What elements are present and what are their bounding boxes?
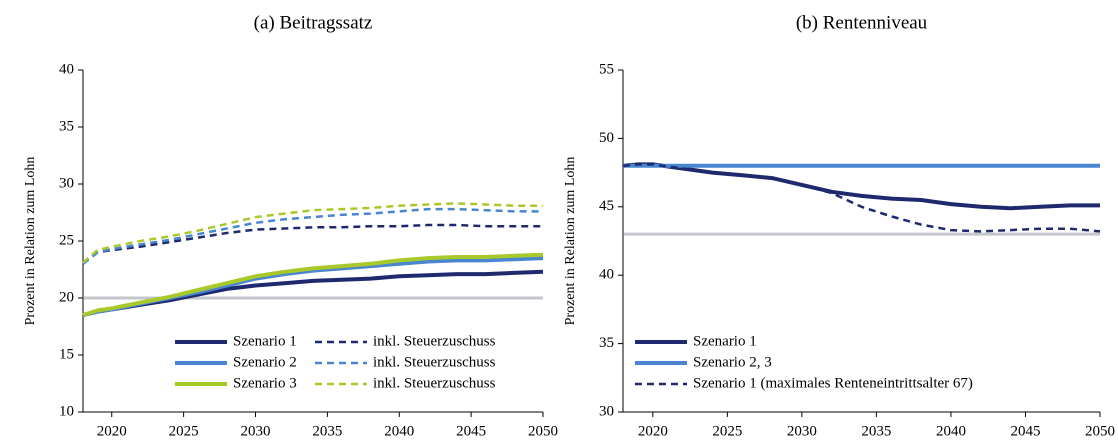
x-tick-label: 2050 [528,423,558,439]
x-tick-label: 2020 [638,423,668,439]
y-tick-label: 40 [59,61,74,77]
y-tick-label: 50 [599,130,614,146]
legend-label: Szenario 1 [693,333,757,349]
x-tick-label: 2045 [1010,423,1040,439]
x-tick-label: 2030 [787,423,817,439]
x-tick-label: 2040 [936,423,966,439]
legend-label: Szenario 2 [233,354,297,370]
series-line [82,223,543,265]
y-tick-label: 35 [59,118,74,134]
y-tick-label: 55 [599,61,614,77]
legend-label: Szenario 2, 3 [693,354,772,370]
x-tick-label: 2035 [312,423,342,439]
legend-label: Szenario 1 [233,333,297,349]
chart-title: (a) Beitragssatz [254,12,373,33]
series-line [82,252,544,318]
legend-label: Szenario 3 [233,375,297,391]
series-line [82,269,544,318]
x-tick-label: 2045 [456,423,486,439]
y-tick-label: 45 [599,198,614,214]
x-tick-label: 2035 [861,423,891,439]
x-tick-label: 2040 [384,423,414,439]
y-tick-label: 40 [599,267,614,283]
legend-label: inkl. Steuerzuschuss [373,333,496,349]
x-tick-label: 2025 [712,423,742,439]
series-line [622,163,1101,233]
x-tick-label: 2025 [169,423,199,439]
y-axis-label: Prozent in Relation zum Lohn [563,157,578,326]
x-tick-label: 2030 [241,423,271,439]
y-tick-label: 20 [59,289,74,305]
legend-label: Szenario 1 (maximales Renteneintrittsalt… [693,375,973,391]
x-tick-label: 2020 [97,423,127,439]
x-tick-label: 2050 [1085,423,1115,439]
y-tick-label: 10 [59,403,74,419]
y-tick-label: 25 [59,232,74,248]
legend-label: inkl. Steuerzuschuss [373,354,496,370]
chart-title: (b) Rentenniveau [796,12,928,33]
y-tick-label: 15 [59,346,74,362]
series-line [82,207,543,265]
legend-label: inkl. Steuerzuschuss [373,375,496,391]
y-axis-label: Prozent in Relation zum Lohn [23,157,38,326]
y-tick-label: 35 [599,335,614,351]
y-tick-label: 30 [599,403,614,419]
y-tick-label: 30 [59,175,74,191]
series-line [82,202,543,264]
